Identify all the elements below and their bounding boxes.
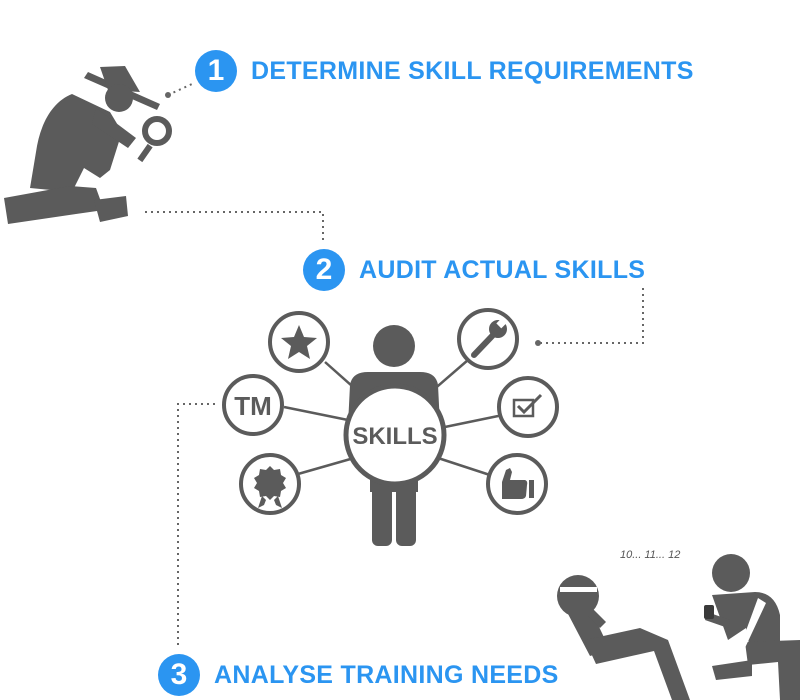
wrench-icon [471,317,508,358]
step-3-label: ANALYSE TRAINING NEEDS [214,660,559,689]
checkbox-icon [512,393,543,418]
award-badge-icon [254,466,286,508]
step-3-badge: 3 [158,654,200,696]
connector-step2 [145,211,324,244]
coach-figure [704,554,800,700]
counter-text: 10... 11... 12 [620,549,680,561]
skill-icon-award [239,453,301,515]
trademark-icon: TM [234,391,272,421]
skill-icon-star [268,311,330,373]
skills-center-circle [343,383,447,487]
skill-icon-wrench [457,308,519,370]
star-icon [281,325,317,359]
connector-step3 [177,403,215,648]
step-2-label: AUDIT ACTUAL SKILLS [359,255,646,284]
skills-person: SKILLS [283,325,504,546]
skill-icon-thumbs-up [486,453,548,515]
connector-lines [145,83,644,648]
step-1: 1 DETERMINE SKILL REQUIREMENTS [195,50,694,92]
step-3: 3 ANALYSE TRAINING NEEDS [158,654,559,696]
exercising-figure [557,575,690,700]
connector-step1 [167,83,193,96]
detective-figure [4,66,172,224]
skill-icon-trademark: TM [222,374,284,436]
skill-icon-checkbox [497,376,559,438]
thumbs-up-icon [502,468,534,499]
connector-wrench [540,288,644,344]
step-1-label: DETERMINE SKILL REQUIREMENTS [251,56,694,85]
step-2: 2 AUDIT ACTUAL SKILLS [303,249,645,291]
step-2-badge: 2 [303,249,345,291]
skills-center-label: SKILLS [352,423,437,450]
step-1-badge: 1 [195,50,237,92]
